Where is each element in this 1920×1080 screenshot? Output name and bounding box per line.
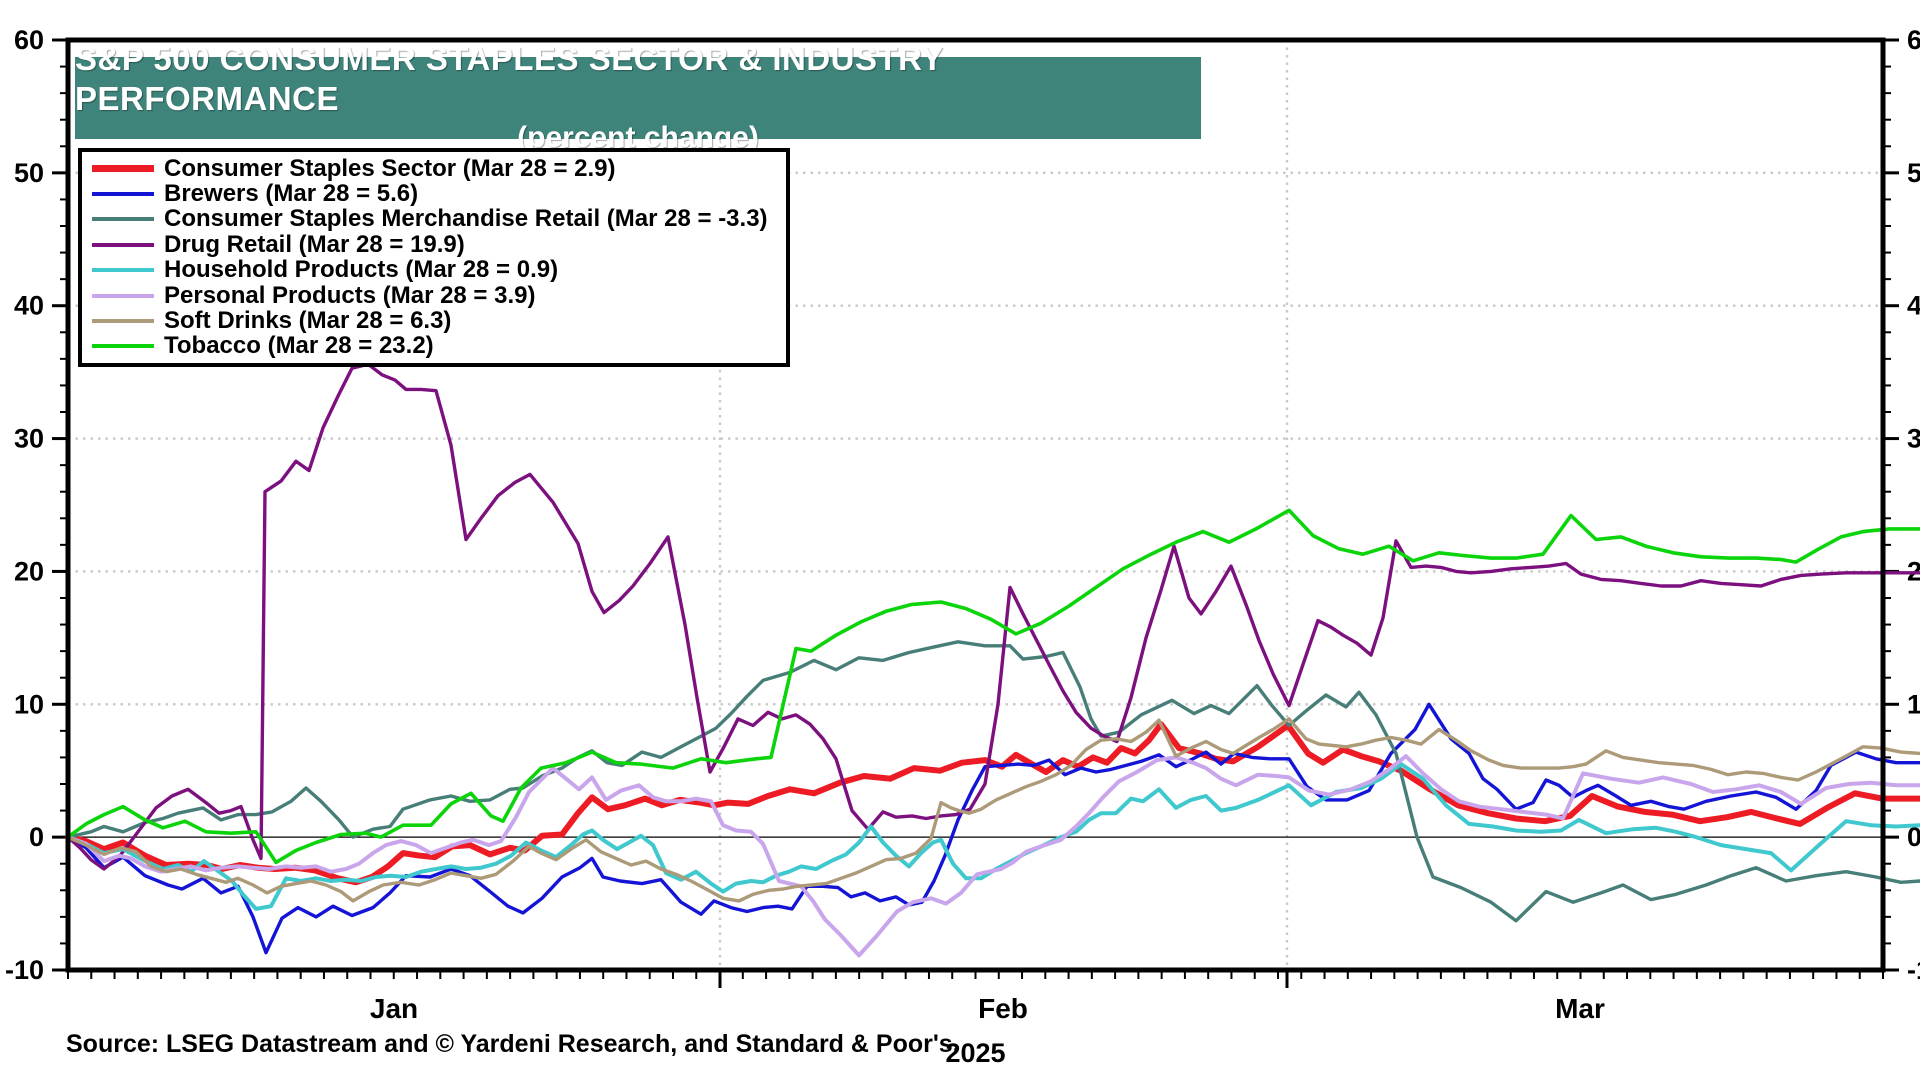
legend-item-brewers: Brewers (Mar 28 = 5.6) <box>82 180 786 208</box>
y-axis-label-right-60: 60 <box>1907 25 1920 55</box>
legend-item-consumer-staples-merchandise-retail: Consumer Staples Merchandise Retail (Mar… <box>82 205 786 233</box>
x-axis-label-jan: Jan <box>370 993 418 1024</box>
series-line-household-products <box>66 762 1920 911</box>
legend-item-soft-drinks: Soft Drinks (Mar 28 = 6.3) <box>82 306 786 334</box>
legend-item-drug-retail: Drug Retail (Mar 28 = 19.9) <box>82 230 786 258</box>
source-attribution: Source: LSEG Datastream and © Yardeni Re… <box>66 1030 960 1058</box>
legend-item-consumer-staples-sector: Consumer Staples Sector (Mar 28 = 2.9) <box>82 154 786 182</box>
legend-label-brewers: Brewers (Mar 28 = 5.6) <box>164 180 419 208</box>
y-axis-label-left-50: 50 <box>14 158 44 188</box>
series-line-personal-products <box>66 754 1920 958</box>
legend-label-soft-drinks: Soft Drinks (Mar 28 = 6.3) <box>164 306 452 334</box>
chart-title-bar: S&P 500 CONSUMER STAPLES SECTOR & INDUST… <box>75 40 1201 154</box>
y-axis-label-left--10: -10 <box>5 955 44 985</box>
y-axis-label-left-20: 20 <box>14 556 44 586</box>
legend-label-consumer-staples-merchandise-retail: Consumer Staples Merchandise Retail (Mar… <box>164 205 768 233</box>
chart-title: S&P 500 CONSUMER STAPLES SECTOR & INDUST… <box>75 40 944 117</box>
y-axis-label-left-30: 30 <box>14 424 44 454</box>
y-axis-label-left-0: 0 <box>29 822 44 852</box>
legend-swatch-consumer-staples-merchandise-retail <box>92 217 154 222</box>
legend-swatch-brewers <box>92 192 154 197</box>
x-axis-year-label: 2025 <box>945 1038 1005 1068</box>
legend-label-household-products: Household Products (Mar 28 = 0.9) <box>164 256 559 284</box>
y-axis-label-right-40: 40 <box>1907 291 1920 321</box>
chart-legend: Consumer Staples Sector (Mar 28 = 2.9) Br… <box>78 148 790 367</box>
plot-border <box>65 37 1886 973</box>
legend-label-personal-products: Personal Products (Mar 28 = 3.9) <box>164 281 536 309</box>
x-axis-label-feb: Feb <box>978 993 1028 1024</box>
x-axis-label-mar: Mar <box>1555 993 1605 1024</box>
legend-swatch-soft-drinks <box>92 318 154 323</box>
legend-swatch-drug-retail <box>92 242 154 247</box>
legend-swatch-consumer-staples-sector <box>92 165 154 173</box>
series-line-consumer-staples-merchandise-retail <box>66 640 1920 923</box>
y-axis-label-left-10: 10 <box>14 689 44 719</box>
legend-swatch-tobacco <box>92 344 154 349</box>
legend-label-tobacco: Tobacco (Mar 28 = 23.2) <box>164 332 434 360</box>
legend-swatch-personal-products <box>92 293 154 298</box>
y-axis-label-left-40: 40 <box>14 291 44 321</box>
legend-item-tobacco: Tobacco (Mar 28 = 23.2) <box>82 332 786 360</box>
y-axis-label-left-60: 60 <box>14 25 44 55</box>
y-axis-label-right-10: 10 <box>1907 689 1920 719</box>
series-line-tobacco <box>66 508 1920 865</box>
series-line-drug-retail <box>66 362 1920 871</box>
legend-label-drug-retail: Drug Retail (Mar 28 = 19.9) <box>164 230 465 258</box>
legend-item-personal-products: Personal Products (Mar 28 = 3.9) <box>82 281 786 309</box>
legend-swatch-household-products <box>92 268 154 273</box>
y-axis-label-right-0: 0 <box>1907 822 1920 852</box>
y-axis-label-right--10: -10 <box>1907 955 1920 985</box>
legend-item-household-products: Household Products (Mar 28 = 0.9) <box>82 256 786 284</box>
y-axis-label-right-30: 30 <box>1907 424 1920 454</box>
legend-label-consumer-staples-sector: Consumer Staples Sector (Mar 28 = 2.9) <box>164 154 616 182</box>
series-line-soft-drinks <box>66 717 1920 903</box>
y-axis-label-right-50: 50 <box>1907 158 1920 188</box>
